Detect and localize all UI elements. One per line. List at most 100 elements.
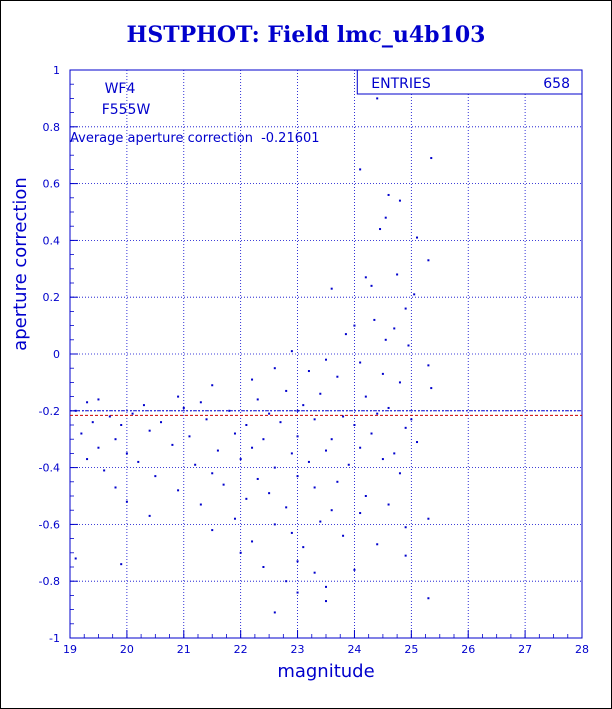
x-tick-label: 24	[347, 643, 361, 656]
data-point	[353, 324, 356, 327]
y-tick-label: 0.2	[43, 291, 61, 304]
data-point	[91, 421, 94, 424]
data-point	[410, 418, 413, 421]
data-point	[74, 557, 77, 560]
data-points	[74, 97, 433, 614]
data-point	[194, 463, 197, 466]
data-point	[404, 554, 407, 557]
data-point	[222, 483, 225, 486]
data-point	[376, 412, 379, 415]
data-point	[216, 449, 219, 452]
data-point	[262, 566, 265, 568]
data-point	[120, 424, 123, 426]
chart-title: HSTPHOT: Field lmc_u4b103	[126, 22, 486, 48]
data-point	[290, 531, 293, 534]
data-point	[387, 503, 390, 506]
x-tick-label: 19	[63, 643, 77, 656]
data-point	[125, 500, 128, 503]
data-point	[398, 199, 401, 202]
y-tick-label: -0.4	[39, 462, 60, 475]
data-point	[359, 446, 362, 449]
data-point	[211, 472, 214, 475]
x-tick-label: 25	[404, 643, 418, 656]
data-point	[393, 327, 396, 330]
data-point	[313, 418, 316, 421]
data-point	[251, 446, 254, 449]
data-point	[290, 350, 293, 353]
x-tick-label: 20	[120, 643, 134, 656]
data-point	[97, 446, 100, 449]
data-point	[148, 429, 151, 432]
data-point	[131, 412, 134, 415]
data-point	[396, 273, 399, 276]
data-point	[296, 475, 299, 478]
data-point	[256, 398, 259, 401]
data-point	[353, 424, 356, 426]
data-point	[359, 168, 362, 171]
data-point	[319, 520, 322, 523]
data-point	[336, 480, 339, 483]
y-tick-label: 1	[53, 64, 60, 77]
x-axis-label: magnitude	[277, 661, 374, 682]
data-point	[171, 443, 174, 446]
data-point	[342, 534, 345, 537]
data-point	[393, 452, 396, 455]
data-point	[273, 466, 276, 469]
data-point	[373, 318, 376, 321]
data-point	[273, 523, 276, 526]
data-point	[233, 432, 236, 435]
data-point	[407, 344, 410, 347]
data-point	[205, 418, 208, 421]
data-point	[342, 415, 345, 418]
data-point	[245, 497, 248, 500]
data-point	[188, 435, 191, 438]
data-point	[381, 372, 384, 375]
data-point	[413, 293, 416, 296]
x-tick-label: 26	[461, 643, 475, 656]
data-point	[279, 421, 282, 424]
data-point	[97, 398, 100, 401]
y-tick-label: -0.6	[39, 518, 60, 531]
x-tick-label: 27	[518, 643, 532, 656]
data-point	[86, 458, 89, 461]
x-tick-label: 21	[177, 643, 191, 656]
data-point	[296, 435, 299, 438]
stats-entries-value: 658	[543, 76, 570, 92]
data-point	[80, 432, 83, 435]
data-point	[290, 452, 293, 455]
data-point	[381, 458, 384, 461]
data-point	[370, 284, 373, 287]
grid	[70, 70, 582, 638]
y-tick-label: 0	[53, 348, 60, 361]
data-point	[336, 375, 339, 378]
data-point	[177, 489, 180, 492]
data-point	[370, 432, 373, 435]
data-point	[251, 378, 254, 381]
data-point	[347, 463, 350, 466]
data-point	[233, 517, 236, 520]
y-tick-label: 0.6	[43, 178, 61, 191]
y-tick-label: 0.8	[43, 121, 61, 134]
data-point	[398, 472, 401, 475]
data-point	[154, 475, 157, 478]
data-point	[285, 580, 288, 583]
data-point	[404, 307, 407, 310]
filter-annotation: F555W	[102, 102, 151, 118]
data-point	[211, 529, 214, 532]
x-axis: 19 20 21 22 23 24 25 26 27 28	[63, 630, 589, 656]
data-point	[302, 546, 305, 549]
data-point	[228, 409, 231, 412]
data-point	[86, 401, 89, 404]
average-correction-annotation: Average aperture correction -0.21601	[70, 131, 320, 146]
data-point	[430, 387, 433, 390]
y-tick-label: -0.8	[39, 575, 60, 588]
data-point	[211, 384, 214, 387]
data-point	[387, 193, 390, 196]
data-point	[142, 404, 145, 407]
data-point	[398, 381, 401, 384]
data-point	[177, 395, 180, 398]
data-point	[416, 236, 419, 239]
data-point	[307, 460, 310, 463]
data-point	[427, 597, 430, 600]
data-point	[376, 97, 379, 100]
